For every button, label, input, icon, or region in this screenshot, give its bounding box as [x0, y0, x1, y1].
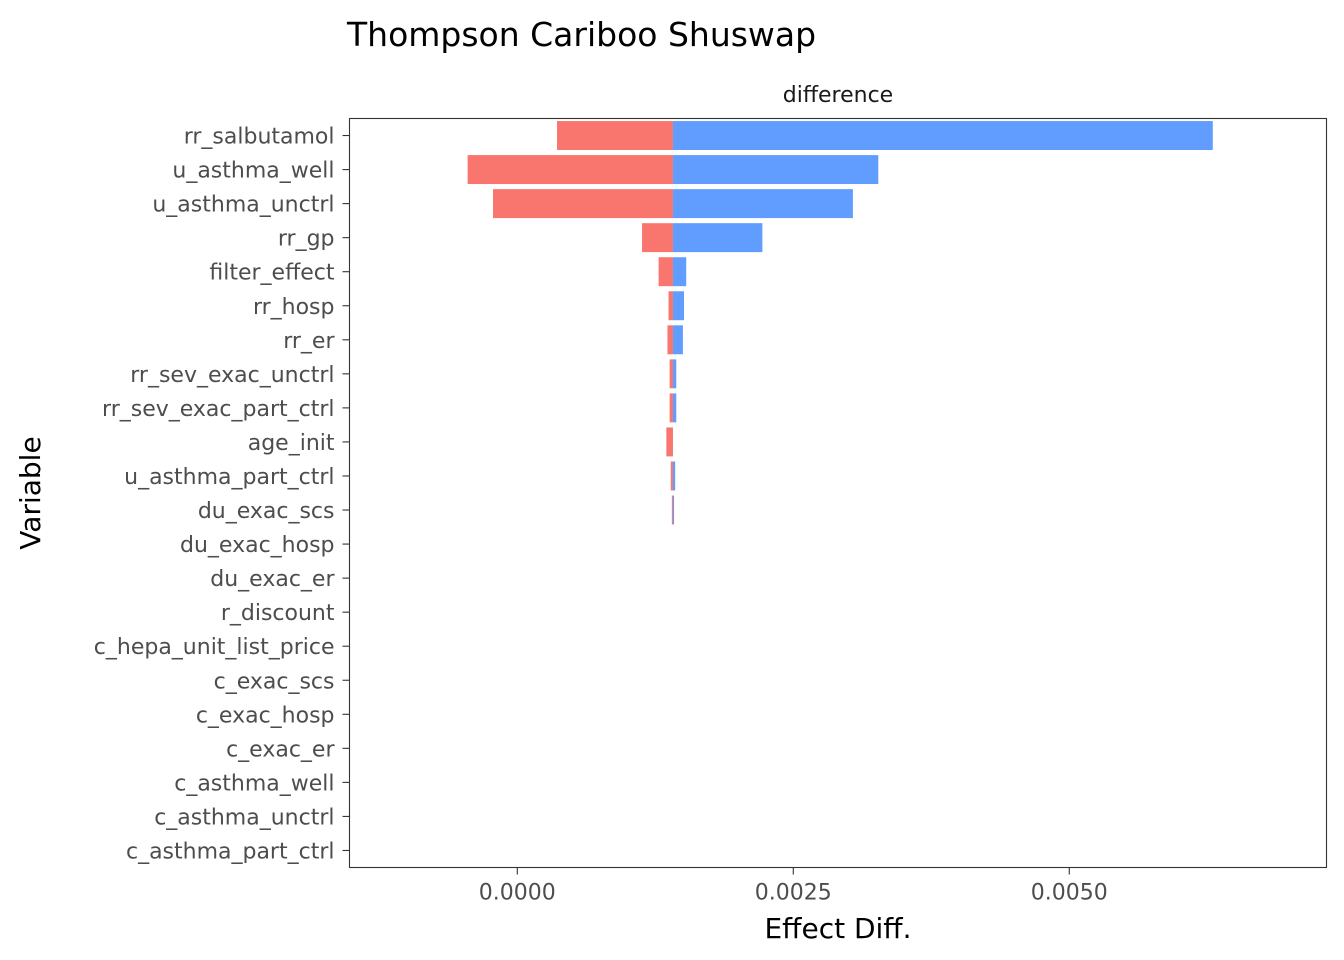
- y-tick-label-c-hepa-unit-list-price: c_hepa_unit_list_price: [94, 635, 335, 660]
- bar-high-rr-sev-exac-unctrl: [672, 359, 677, 389]
- x-tick-label: 0.0025: [755, 881, 832, 906]
- y-axis: rr_salbutamol u_asthma_well u_asthma_unctr…: [94, 125, 350, 864]
- bar-high-rr-sev-exac-part-ctrl: [672, 393, 677, 423]
- bar-low-du-exac-scs: [671, 495, 673, 525]
- bar-high-u-asthma-well: [672, 155, 879, 185]
- bar-high-filter-effect: [672, 257, 687, 287]
- y-tick-label-rr-sev-exac-part-ctrl: rr_sev_exac_part_ctrl: [102, 397, 334, 422]
- x-axis-title: Effect Diff.: [764, 912, 911, 945]
- bar-low-rr-gp: [642, 223, 673, 253]
- x-tick-label: 0.0050: [1031, 881, 1108, 906]
- y-tick-label-c-exac-scs: c_exac_scs: [214, 669, 335, 694]
- y-tick-label-age-init: age_init: [248, 431, 335, 456]
- y-tick-label-c-exac-hosp: c_exac_hosp: [196, 703, 335, 728]
- bar-high-u-asthma-part-ctrl: [672, 461, 676, 491]
- y-tick-label-c-asthma-part-ctrl: c_asthma_part_ctrl: [126, 839, 335, 864]
- y-tick-label-filter-effect: filter_effect: [209, 261, 334, 286]
- y-tick-label-rr-salbutamol: rr_salbutamol: [184, 125, 335, 150]
- y-tick-label-c-asthma-well: c_asthma_well: [174, 771, 334, 796]
- bar-high-du-exac-scs: [672, 495, 675, 525]
- y-tick-label-du-exac-er: du_exac_er: [210, 567, 335, 592]
- y-axis-title: Variable: [14, 436, 47, 549]
- bar-low-rr-sev-exac-part-ctrl: [669, 393, 673, 423]
- panel-border: [348, 117, 1328, 869]
- bar-high-u-asthma-unctrl: [672, 189, 853, 219]
- chart-title: Thompson Cariboo Shuswap: [346, 15, 816, 54]
- bars-group: [467, 121, 1213, 525]
- y-tick-label-c-asthma-unctrl: c_asthma_unctrl: [154, 805, 334, 830]
- bar-low-u-asthma-well: [467, 155, 673, 185]
- x-axis: 0.0000 0.0025 0.0050: [479, 867, 1108, 906]
- bar-low-rr-sev-exac-unctrl: [669, 359, 673, 389]
- x-tick-label: 0.0000: [479, 881, 556, 906]
- y-tick-label-rr-hosp: rr_hosp: [253, 295, 335, 320]
- bar-low-u-asthma-unctrl: [493, 189, 673, 219]
- bar-low-age-init: [666, 427, 673, 457]
- y-tick-label-u-asthma-part-ctrl: u_asthma_part_ctrl: [124, 465, 334, 490]
- y-tick-label-c-exac-er: c_exac_er: [226, 737, 335, 762]
- y-tick-label-rr-gp: rr_gp: [278, 227, 335, 252]
- bar-low-filter-effect: [658, 257, 673, 287]
- y-tick-label-du-exac-hosp: du_exac_hosp: [180, 533, 334, 558]
- bar-high-rr-salbutamol: [672, 121, 1213, 150]
- bar-low-u-asthma-part-ctrl: [670, 461, 673, 491]
- bar-high-rr-gp: [672, 223, 763, 253]
- y-tick-label-rr-sev-exac-unctrl: rr_sev_exac_unctrl: [130, 363, 334, 388]
- y-tick-label-u-asthma-well: u_asthma_well: [172, 159, 334, 184]
- facet-strip-label: difference: [783, 83, 893, 108]
- y-tick-label-r-discount: r_discount: [221, 601, 335, 626]
- y-tick-label-du-exac-scs: du_exac_scs: [198, 499, 335, 524]
- bar-low-rr-er: [667, 325, 673, 355]
- bar-low-rr-hosp: [668, 291, 673, 321]
- y-tick-label-rr-er: rr_er: [283, 329, 335, 354]
- bar-low-rr-salbutamol: [557, 121, 673, 150]
- bar-high-rr-er: [672, 325, 683, 355]
- y-tick-label-u-asthma-unctrl: u_asthma_unctrl: [152, 193, 334, 218]
- bar-high-rr-hosp: [672, 291, 684, 321]
